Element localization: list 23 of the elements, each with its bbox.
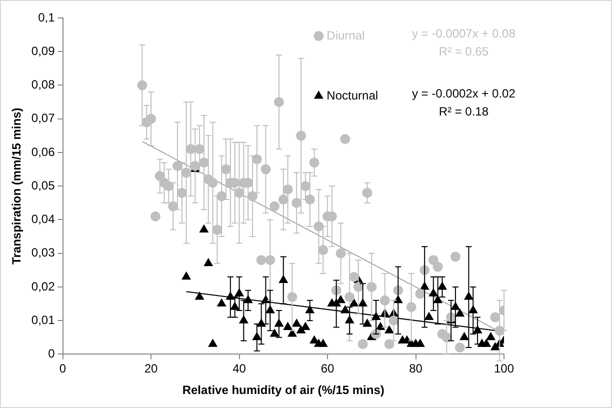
x-tick-label: 100 [494,362,514,376]
y-tick-label: 0 [48,346,56,361]
y-tick-label: 0,02 [31,279,56,294]
x-tick-label: 80 [409,362,423,376]
annotation: y = -0.0002x + 0.02 R² = 0.18 [412,86,516,118]
y-tick-label: 0,08 [31,78,56,92]
y-tick-label: 0,06 [31,144,56,159]
x-tick-label: 0 [59,362,66,376]
y-tick-label: 0,05 [31,178,56,192]
x-tick-label: 60 [320,362,334,376]
y-tick-label: 0,07 [31,111,56,126]
x-axis-title: Relative humidity of air (%/15 mins) [182,383,384,398]
annotation: y = -0.0007x + 0.08 R² = 0.65 [412,26,516,58]
x-tick-label: 40 [232,362,246,376]
legend-label: Nocturnal [326,88,378,102]
x-tick-label: 20 [144,362,158,376]
y-tick-label: 0,09 [31,44,56,58]
y-axis-title: Transpiration (mm/15 mins) [10,108,24,264]
y-tick-label: 0,1 [38,10,56,24]
y-tick-label: 0,03 [31,246,56,260]
y-tick-label: 0,04 [31,212,56,226]
y-tick-label: 0,01 [31,312,56,327]
legend-label: Diurnal [326,28,365,42]
